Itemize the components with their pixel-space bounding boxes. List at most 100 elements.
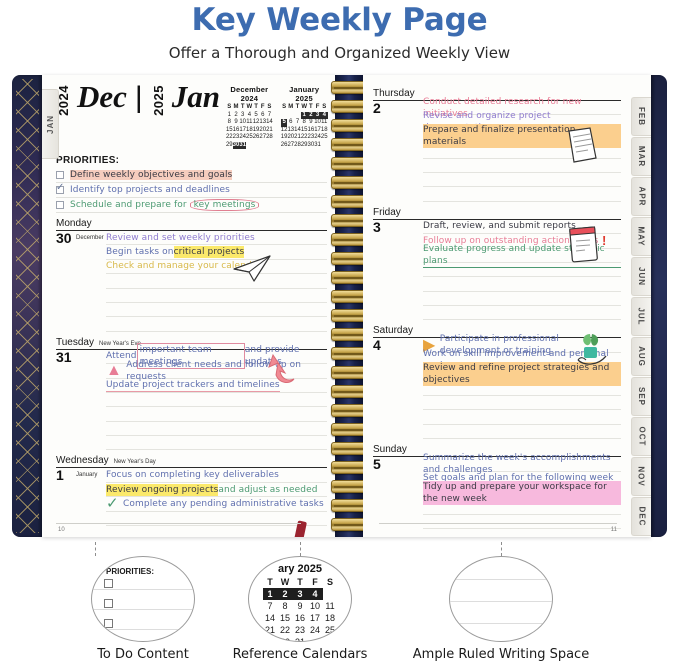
ruled-line[interactable] xyxy=(423,173,621,188)
callout-calendar-week: 21 22 23 24 25 xyxy=(264,625,335,635)
ruled-line[interactable]: Summarize the week's accomplishments and… xyxy=(423,453,621,475)
ruled-line[interactable] xyxy=(106,407,327,422)
ruled-line[interactable]: Review ongoing projects and adjust as ne… xyxy=(106,483,327,498)
ruled-line[interactable]: ▲ Address client needs and follow up on … xyxy=(106,360,327,382)
ruled-line[interactable]: Follow up on outstanding action items ! xyxy=(423,233,621,249)
ruled-line[interactable] xyxy=(423,382,621,397)
ruled-line[interactable]: ▶ Participate in professional developmen… xyxy=(423,334,621,356)
ruled-line[interactable]: Evaluate progress and update strategic p… xyxy=(423,244,621,268)
ruled-line[interactable] xyxy=(423,410,621,425)
index-tab-mar[interactable]: MAR xyxy=(631,137,651,176)
index-tab-oct[interactable]: OCT xyxy=(631,417,651,456)
masthead-separator: | xyxy=(134,81,143,114)
priority-row[interactable]: Schedule and prepare for key meetings xyxy=(56,198,327,213)
ruled-line[interactable] xyxy=(106,274,327,289)
masthead-year-2025: 2025 xyxy=(150,85,166,116)
index-tab-apr-label: APR xyxy=(637,186,647,207)
days-left-column: Monday 30 December Review and set weekly pr… xyxy=(56,218,327,537)
ruled-line[interactable]: Conduct detailed research for new initia… xyxy=(423,97,621,119)
day-header: Saturday xyxy=(373,325,621,339)
ruled-line[interactable]: Review and set weekly priorities xyxy=(106,231,327,246)
ruled-line[interactable] xyxy=(106,303,327,318)
mini-calendar-week: 8 9 10 11 12 13 14 xyxy=(227,119,273,125)
page-header: Key Weekly Page Offer a Thorough and Org… xyxy=(0,0,679,62)
index-tab-may-label: MAY xyxy=(637,226,647,247)
index-tab-jun[interactable]: JUN xyxy=(631,257,651,296)
entry-text: Conduct detailed research for new initia… xyxy=(423,96,582,119)
ruled-line[interactable] xyxy=(106,393,327,408)
ruled-line[interactable] xyxy=(106,436,327,451)
day-month: December xyxy=(76,235,104,241)
ruled-line[interactable] xyxy=(423,263,621,278)
ruled-line[interactable] xyxy=(423,306,621,321)
entry-text: Begin tasks on xyxy=(106,247,174,258)
mini-calendar-december-grid: S M T W T F S 1 2 3 4 5 6 7 8 9 10 11 12 13 14 15 16 17 18 19 20 21… xyxy=(225,104,273,149)
index-tab-sep[interactable]: SEP xyxy=(631,377,651,416)
ruled-line[interactable] xyxy=(106,317,327,332)
priority-checkbox[interactable] xyxy=(56,171,64,179)
ruled-line[interactable]: Review and refine project strategies and… xyxy=(423,361,621,386)
index-tab-dec[interactable]: DEC xyxy=(631,497,651,536)
callout-caption-3: Ample Ruled Writing Space xyxy=(412,647,590,662)
spiral-ring xyxy=(331,100,367,113)
ruled-line[interactable] xyxy=(423,396,621,411)
ruled-line[interactable] xyxy=(423,515,621,530)
ruled-line[interactable] xyxy=(423,277,621,292)
day-block-monday: Monday 30 December Review and set weekly pr… xyxy=(56,218,327,332)
ruled-line[interactable] xyxy=(423,425,621,440)
spiral-ring xyxy=(331,138,367,151)
spiral-binding xyxy=(331,75,367,537)
index-tab-jul[interactable]: JUL xyxy=(631,297,651,336)
callout-reference-calendars: ary 2025 T W T F S 1 2 3 4 7 8 9 10 11 14 15 16 17 18 21 22 2… xyxy=(200,556,400,662)
day-name: Thursday xyxy=(373,88,415,99)
ruled-line[interactable] xyxy=(423,500,621,515)
ruled-line[interactable] xyxy=(106,422,327,437)
ruled-line[interactable] xyxy=(106,526,327,537)
day-header: Wednesday New Year's Day xyxy=(56,455,327,469)
ruled-line[interactable] xyxy=(106,512,327,527)
priority-checkbox[interactable] xyxy=(56,182,64,194)
ruled-line[interactable] xyxy=(423,292,621,307)
ruled-line[interactable] xyxy=(423,159,621,173)
priority-text: Identify top projects and deadlines xyxy=(70,185,230,195)
spiral-ring xyxy=(331,499,367,512)
mini-calendar-week: 15 16 17 18 19 20 21 xyxy=(225,126,273,133)
index-tab-nov[interactable]: NOV xyxy=(631,457,651,496)
index-tab-aug[interactable]: AUG xyxy=(631,337,651,376)
ruled-line[interactable] xyxy=(423,144,621,159)
day-lines: Conduct detailed research for new initia… xyxy=(423,97,621,202)
day-header: Friday xyxy=(373,207,621,220)
spiral-ring xyxy=(331,271,367,284)
ruled-line[interactable]: Prepare and finalize presentation materi… xyxy=(423,124,621,149)
priorities-list: Define weekly objectives and goals Identi… xyxy=(56,168,327,213)
index-tab-apr[interactable]: APR xyxy=(631,177,651,216)
ruled-line[interactable]: Update project trackers and timelines xyxy=(106,379,327,393)
entry-text: Evaluate progress and update strategic p… xyxy=(423,243,621,268)
index-tab-mar-label: MAR xyxy=(637,145,646,168)
ruled-line[interactable]: Attend important team meetings and provi… xyxy=(106,343,327,370)
ruled-line[interactable]: Check and manage your calendar xyxy=(106,260,327,275)
ruled-line[interactable]: Draft, review, and submit reports xyxy=(423,220,621,235)
mini-calendar-week: 22 23 24 25 26 27 28 xyxy=(225,134,273,140)
ruled-line[interactable] xyxy=(106,289,327,303)
index-tab-may[interactable]: MAY xyxy=(631,217,651,256)
day-name: Tuesday xyxy=(56,336,94,348)
ruled-line[interactable] xyxy=(423,529,621,537)
priority-checkbox[interactable] xyxy=(56,201,64,209)
day-name: Saturday xyxy=(373,325,414,337)
ruled-line[interactable]: Focus on completing key deliverables xyxy=(106,468,327,483)
entry-text: Tidy up and prepare your workspace for t… xyxy=(423,480,621,505)
page-title: Key Weekly Page xyxy=(191,2,488,38)
ruled-line[interactable] xyxy=(423,187,621,202)
spiral-ring xyxy=(331,252,367,265)
priority-row[interactable]: Identify top projects and deadlines xyxy=(56,182,327,198)
ruled-line[interactable]: ✓ Complete any pending administrative ta… xyxy=(106,496,327,512)
mini-calendar-january: January 2025 S M T W T F S 1 2 3 4 5 6 7 8 9 10 11 12 13 14 1… xyxy=(280,85,328,149)
priority-row[interactable]: Define weekly objectives and goals xyxy=(56,168,327,183)
index-tab-feb[interactable]: FEB xyxy=(631,97,651,136)
spiral-ring xyxy=(331,404,367,417)
ruled-line[interactable]: Begin tasks on critical projects xyxy=(106,245,327,260)
ruled-line[interactable]: Tidy up and prepare your workspace for t… xyxy=(423,480,621,505)
page-left-footer-rule xyxy=(56,523,301,524)
